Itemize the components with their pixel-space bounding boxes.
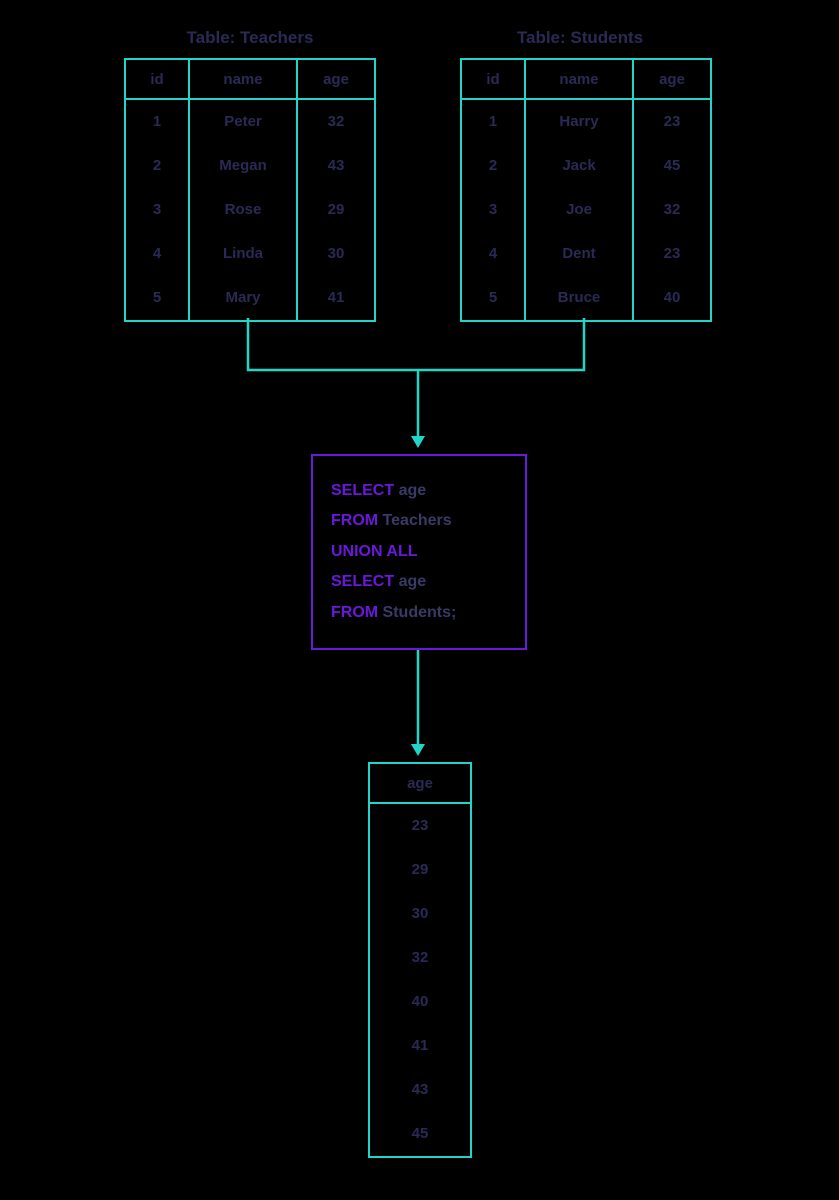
sql-line: FROM Teachers: [331, 506, 507, 536]
teachers-title: Table: Teachers: [170, 28, 330, 48]
table-cell: 4: [126, 232, 188, 276]
sql-keyword: FROM: [331, 604, 378, 621]
table-column: nameHarryJackJoeDentBruce: [524, 60, 632, 320]
table-cell: 40: [634, 276, 710, 320]
table-column: age2345322340: [632, 60, 710, 320]
sql-line: FROM Students;: [331, 598, 507, 628]
table-cell: Megan: [190, 144, 296, 188]
table-cell: Harry: [526, 100, 632, 144]
table-cell: Joe: [526, 188, 632, 232]
table-column: age3243293041: [296, 60, 374, 320]
table-cell: 23: [634, 232, 710, 276]
teachers-table: id12345namePeterMeganRoseLindaMaryage324…: [124, 58, 376, 322]
table-column: namePeterMeganRoseLindaMary: [188, 60, 296, 320]
table-cell: Mary: [190, 276, 296, 320]
flow-line: [248, 318, 584, 370]
table-cell: 2: [126, 144, 188, 188]
sql-line: SELECT age: [331, 567, 507, 597]
column-header: age: [634, 60, 710, 100]
table-cell: 43: [298, 144, 374, 188]
table-cell: 23: [634, 100, 710, 144]
sql-keyword: UNION ALL: [331, 543, 418, 560]
table-cell: 3: [462, 188, 524, 232]
column-header: id: [126, 60, 188, 100]
table-cell: 29: [298, 188, 374, 232]
table-column: id12345: [462, 60, 524, 320]
table-cell: Rose: [190, 188, 296, 232]
sql-line: SELECT age: [331, 476, 507, 506]
table-cell: 1: [126, 100, 188, 144]
table-cell: 23: [370, 804, 470, 848]
arrowhead-icon: [411, 744, 425, 756]
table-cell: 30: [298, 232, 374, 276]
column-header: age: [370, 764, 470, 804]
table-cell: Linda: [190, 232, 296, 276]
table-cell: 29: [370, 848, 470, 892]
table-cell: 32: [370, 936, 470, 980]
column-header: id: [462, 60, 524, 100]
table-cell: Dent: [526, 232, 632, 276]
table-cell: 3: [126, 188, 188, 232]
table-cell: 32: [298, 100, 374, 144]
table-cell: 32: [634, 188, 710, 232]
table-cell: Bruce: [526, 276, 632, 320]
table-cell: Peter: [190, 100, 296, 144]
sql-line: UNION ALL: [331, 537, 507, 567]
table-cell: 1: [462, 100, 524, 144]
table-cell: 43: [370, 1068, 470, 1112]
table-cell: Jack: [526, 144, 632, 188]
sql-text: Students;: [378, 604, 456, 621]
table-cell: 5: [462, 276, 524, 320]
column-header: name: [526, 60, 632, 100]
sql-keyword: SELECT: [331, 573, 394, 590]
sql-text: age: [394, 573, 426, 590]
arrowhead-icon: [411, 436, 425, 448]
table-cell: 40: [370, 980, 470, 1024]
table-cell: 30: [370, 892, 470, 936]
table-column: age2329303240414345: [370, 764, 470, 1156]
sql-keyword: SELECT: [331, 482, 394, 499]
table-cell: 41: [298, 276, 374, 320]
sql-query-box: SELECT ageFROM TeachersUNION ALLSELECT a…: [311, 454, 527, 650]
result-table: age2329303240414345: [368, 762, 472, 1158]
table-cell: 45: [370, 1112, 470, 1156]
sql-keyword: FROM: [331, 512, 378, 529]
column-header: name: [190, 60, 296, 100]
column-header: age: [298, 60, 374, 100]
sql-text: Teachers: [378, 512, 452, 529]
table-cell: 45: [634, 144, 710, 188]
table-cell: 5: [126, 276, 188, 320]
table-cell: 4: [462, 232, 524, 276]
students-table: id12345nameHarryJackJoeDentBruceage23453…: [460, 58, 712, 322]
table-cell: 41: [370, 1024, 470, 1068]
students-title: Table: Students: [500, 28, 660, 48]
table-column: id12345: [126, 60, 188, 320]
sql-text: age: [394, 482, 426, 499]
table-cell: 2: [462, 144, 524, 188]
